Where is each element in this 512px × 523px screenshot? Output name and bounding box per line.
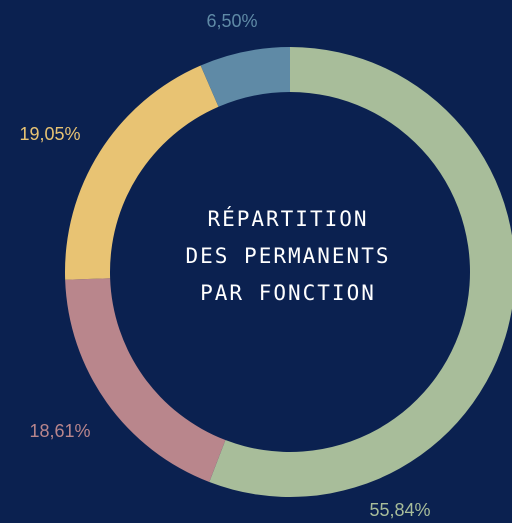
value-label: 55,84%: [369, 500, 430, 520]
value-label: 19,05%: [19, 124, 80, 144]
donut-segment: [65, 65, 219, 280]
donut-segment: [65, 278, 226, 483]
donut-segment: [200, 47, 290, 107]
donut-segment: [209, 47, 512, 497]
chart-title: PAR FONCTION: [200, 281, 376, 305]
value-label: 18,61%: [29, 421, 90, 441]
chart-title: RÉPARTITION: [207, 206, 368, 231]
value-label: 6,50%: [206, 11, 257, 31]
chart-title: DES PERMANENTS: [185, 244, 390, 268]
